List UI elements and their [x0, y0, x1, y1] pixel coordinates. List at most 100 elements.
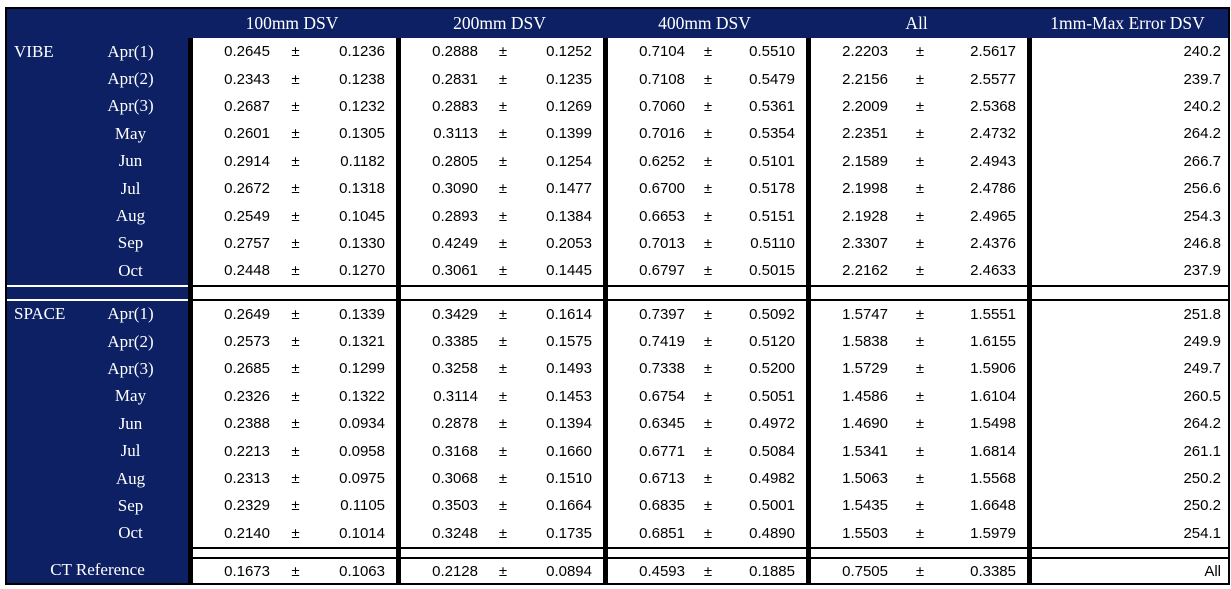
mean-value: 0.6851 — [639, 524, 685, 542]
plus-minus-sign: ± — [915, 43, 925, 61]
mean-value: 0.2549 — [224, 207, 270, 225]
plus-minus-sign: ± — [291, 43, 300, 61]
footer-separator-row — [7, 547, 1228, 558]
std-value: 0.0934 — [339, 415, 385, 433]
table-row: Jun 0.2914 ±0.1182 0.2805 ±0.1254 0.6252 ±0.51… — [7, 147, 1228, 175]
std-value: 0.1660 — [546, 442, 592, 460]
sequence-label — [7, 519, 87, 548]
std-value: 0.1510 — [546, 470, 592, 488]
mean-value: 0.4249 — [432, 234, 478, 252]
std-value: 0.1664 — [546, 497, 592, 515]
std-value: 0.1885 — [749, 562, 795, 580]
plus-minus-sign: ± — [915, 305, 925, 323]
std-value: 2.4633 — [970, 262, 1016, 280]
value-cell: 2.1589 ±2.4943 — [806, 147, 1027, 175]
ct-value-cell-100mm: 0.1673 ± 0.1063 — [188, 557, 396, 584]
month-label: Apr(3) — [87, 92, 188, 121]
std-value: 0.5151 — [749, 207, 795, 225]
plus-minus-sign: ± — [915, 207, 925, 225]
value-cell: 0.6700 ±0.5178 — [603, 174, 806, 203]
mean-value: 0.4593 — [639, 562, 685, 580]
mean-value: 1.4586 — [842, 387, 888, 405]
month-label: Oct — [87, 519, 188, 548]
table-row: Jun 0.2388 ±0.0934 0.2878 ±0.1394 0.6345 ±0.49… — [7, 410, 1228, 438]
mean-value: 0.2805 — [432, 152, 478, 170]
max-error-cell: 264.2 — [1027, 120, 1228, 148]
sequence-label: VIBE — [7, 38, 87, 66]
std-value: 0.1330 — [339, 234, 385, 252]
mean-value: 0.7104 — [639, 43, 685, 61]
plus-minus-sign: ± — [915, 152, 925, 170]
value-cell: 0.3114 ±0.1453 — [396, 382, 603, 411]
mean-value: 0.6345 — [639, 415, 685, 433]
std-value: 0.5015 — [749, 262, 795, 280]
std-value: 0.1453 — [546, 387, 592, 405]
max-error-cell: 254.3 — [1027, 202, 1228, 230]
mean-value: 1.5729 — [842, 360, 888, 378]
mean-value: 0.6700 — [639, 180, 685, 198]
std-value: 2.5617 — [970, 43, 1016, 61]
plus-minus-sign: ± — [703, 387, 713, 405]
plus-minus-sign: ± — [703, 125, 713, 143]
std-value: 1.5551 — [970, 305, 1016, 323]
plus-minus-sign: ± — [703, 180, 713, 198]
month-label: Apr(2) — [87, 327, 188, 356]
plus-minus-sign: ± — [498, 387, 508, 405]
value-cell: 0.3090 ±0.1477 — [396, 174, 603, 203]
table-row: Apr(3) 0.2685 ±0.1299 0.3258 ±0.1493 0.7338 ±0… — [7, 355, 1228, 383]
value-cell: 0.2685 ±0.1299 — [188, 355, 396, 383]
value-cell: 0.3113 ±0.1399 — [396, 120, 603, 148]
plus-minus-sign: ± — [291, 360, 300, 378]
std-value: 0.1384 — [546, 207, 592, 225]
value-cell: 0.3385 ±0.1575 — [396, 327, 603, 356]
value-cell: 0.6797 ±0.5015 — [603, 257, 806, 285]
mean-value: 0.3114 — [433, 387, 478, 405]
value-cell: 0.2326 ±0.1322 — [188, 382, 396, 411]
plus-minus-sign: ± — [703, 262, 713, 280]
std-value: 0.0958 — [339, 442, 385, 460]
max-error-cell: 264.2 — [1027, 410, 1228, 438]
mean-value: 0.7338 — [639, 360, 685, 378]
value-cell: 1.4690 ±1.5498 — [806, 410, 1027, 438]
value-cell: 2.2009 ±2.5368 — [806, 92, 1027, 121]
std-value: 0.1232 — [339, 97, 385, 115]
std-value: 0.1321 — [339, 333, 385, 351]
mean-value: 0.2914 — [224, 152, 270, 170]
month-label: Apr(2) — [87, 65, 188, 93]
value-cell: 2.2203 ±2.5617 — [806, 38, 1027, 66]
sequence-label — [7, 382, 87, 411]
plus-minus-sign: ± — [498, 305, 508, 323]
mean-value: 0.2888 — [432, 43, 478, 61]
value-cell: 0.6653 ±0.5151 — [603, 202, 806, 230]
value-cell: 0.7104 ±0.5510 — [603, 38, 806, 66]
mean-value: 0.3168 — [432, 442, 478, 460]
value-cell: 0.2213 ±0.0958 — [188, 437, 396, 465]
value-cell: 0.2831 ±0.1235 — [396, 65, 603, 93]
sequence-label — [7, 147, 87, 175]
mean-value: 2.1928 — [842, 207, 888, 225]
mean-value: 0.6252 — [639, 152, 685, 170]
mean-value: 1.5838 — [842, 333, 888, 351]
month-label: May — [87, 382, 188, 411]
std-value: 0.5110 — [750, 234, 795, 252]
mean-value: 0.6771 — [639, 442, 685, 460]
plus-minus-sign: ± — [291, 387, 300, 405]
plus-minus-sign: ± — [915, 442, 925, 460]
plus-minus-sign: ± — [291, 125, 300, 143]
std-value: 1.6648 — [970, 497, 1016, 515]
std-value: 0.2053 — [546, 234, 592, 252]
ct-reference-row: CT Reference 0.1673 ± 0.1063 0.2128 ± 0.… — [7, 557, 1228, 584]
value-cell: 2.1998 ±2.4786 — [806, 174, 1027, 203]
month-label: Jul — [87, 437, 188, 465]
month-label: Aug — [87, 464, 188, 493]
value-cell: 2.2351 ±2.4732 — [806, 120, 1027, 148]
std-value: 0.1614 — [546, 305, 592, 323]
std-value: 1.6814 — [970, 442, 1016, 460]
value-cell: 0.2893 ±0.1384 — [396, 202, 603, 230]
std-value: 1.5498 — [970, 415, 1016, 433]
value-cell: 0.2388 ±0.0934 — [188, 410, 396, 438]
plus-minus-sign: ± — [915, 234, 925, 252]
ct-value-cell-all: 0.7505 ± 0.3385 — [806, 557, 1027, 584]
sequence-label — [7, 257, 87, 285]
plus-minus-sign: ± — [498, 43, 508, 61]
